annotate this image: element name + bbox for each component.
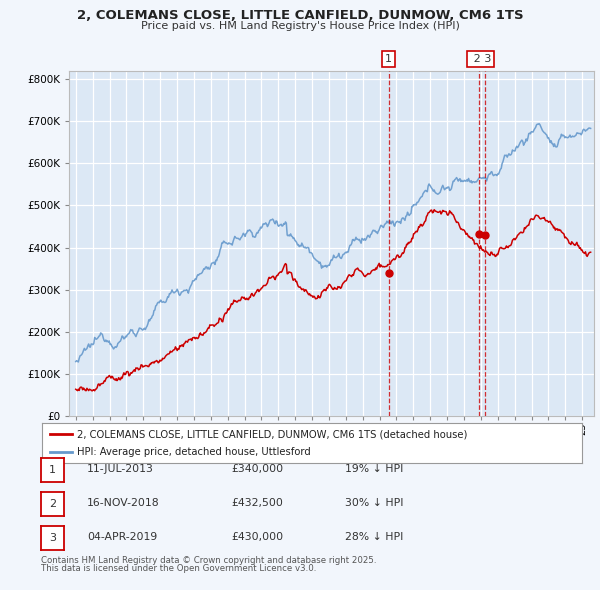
- Text: 1: 1: [49, 466, 56, 475]
- Text: 11-JUL-2013: 11-JUL-2013: [87, 464, 154, 474]
- Text: 3: 3: [49, 533, 56, 543]
- Text: Price paid vs. HM Land Registry's House Price Index (HPI): Price paid vs. HM Land Registry's House …: [140, 21, 460, 31]
- Text: 2: 2: [49, 499, 56, 509]
- Text: £340,000: £340,000: [231, 464, 283, 474]
- Text: 2, COLEMANS CLOSE, LITTLE CANFIELD, DUNMOW, CM6 1TS (detached house): 2, COLEMANS CLOSE, LITTLE CANFIELD, DUNM…: [77, 430, 467, 440]
- Text: Contains HM Land Registry data © Crown copyright and database right 2025.: Contains HM Land Registry data © Crown c…: [41, 556, 376, 565]
- Text: This data is licensed under the Open Government Licence v3.0.: This data is licensed under the Open Gov…: [41, 565, 316, 573]
- Text: 30% ↓ HPI: 30% ↓ HPI: [345, 498, 404, 507]
- Text: 2 3: 2 3: [470, 54, 491, 64]
- Text: 1: 1: [385, 54, 392, 64]
- Text: 19% ↓ HPI: 19% ↓ HPI: [345, 464, 403, 474]
- Text: £432,500: £432,500: [231, 498, 283, 507]
- Text: 2, COLEMANS CLOSE, LITTLE CANFIELD, DUNMOW, CM6 1TS: 2, COLEMANS CLOSE, LITTLE CANFIELD, DUNM…: [77, 9, 523, 22]
- Text: 04-APR-2019: 04-APR-2019: [87, 532, 157, 542]
- Text: HPI: Average price, detached house, Uttlesford: HPI: Average price, detached house, Uttl…: [77, 447, 311, 457]
- Text: 28% ↓ HPI: 28% ↓ HPI: [345, 532, 403, 542]
- Text: £430,000: £430,000: [231, 532, 283, 542]
- Text: 16-NOV-2018: 16-NOV-2018: [87, 498, 160, 507]
